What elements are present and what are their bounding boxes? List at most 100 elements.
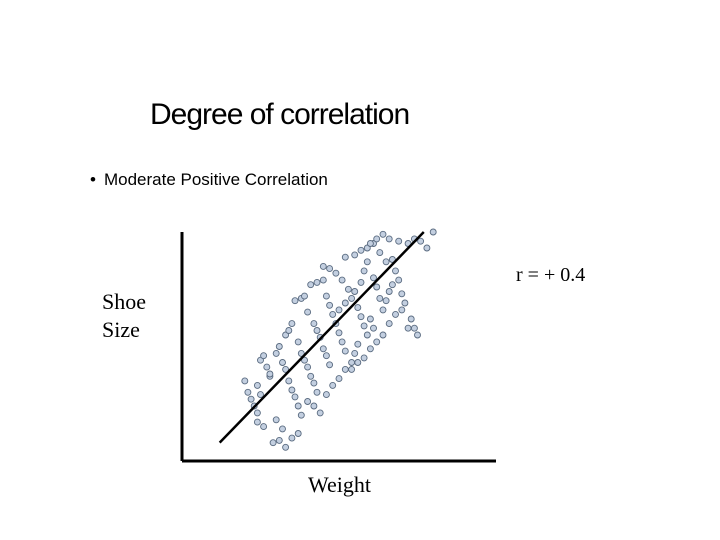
- scatter-point: [366, 345, 374, 353]
- scatter-point: [354, 340, 362, 348]
- scatter-point: [319, 276, 327, 284]
- slide-title: Degree of correlation: [150, 98, 410, 131]
- scatter-point: [335, 375, 343, 383]
- scatter-point: [291, 297, 299, 305]
- scatter-point: [282, 365, 290, 373]
- points-layer: [241, 228, 437, 451]
- scatter-point: [370, 274, 377, 282]
- scatter-point: [392, 267, 399, 275]
- scatter-point: [341, 347, 349, 355]
- scatter-point: [370, 324, 377, 332]
- scatter-point: [269, 439, 277, 447]
- scatter-point: [388, 281, 396, 289]
- scatter-point: [326, 361, 334, 369]
- scatter-point: [423, 244, 431, 252]
- scatter-point: [410, 324, 418, 332]
- scatter-point: [263, 363, 271, 371]
- scatter-point: [357, 246, 365, 254]
- bullet-dot-icon: •: [90, 170, 96, 189]
- scatter-point: [326, 301, 334, 309]
- scatter-point: [253, 381, 261, 389]
- scatter-point: [392, 310, 399, 318]
- scatter-point: [316, 409, 324, 417]
- scatter-point: [313, 327, 321, 334]
- scatter-point: [304, 308, 312, 316]
- scatter-point: [382, 297, 390, 305]
- scatter-point: [341, 253, 349, 261]
- scatter-point: [313, 388, 321, 396]
- scatter-point: [257, 391, 264, 399]
- scatter-point: [253, 409, 261, 417]
- scatter-point: [260, 352, 268, 360]
- scatter-point: [360, 267, 368, 275]
- scatter-point: [351, 349, 359, 357]
- scatter-point: [366, 240, 374, 247]
- scatter-point: [297, 411, 305, 419]
- scatter-point: [373, 283, 381, 291]
- scatter-point: [285, 377, 293, 385]
- scatter-point: [304, 398, 312, 405]
- scatter-point: [373, 338, 381, 346]
- scatter-point: [395, 237, 403, 245]
- scatter-point: [360, 354, 368, 362]
- x-axis-label: Weight: [308, 472, 371, 497]
- scatter-point: [348, 365, 356, 373]
- scatter-point: [310, 402, 318, 410]
- scatter-point: [275, 343, 283, 350]
- scatter-point: [326, 265, 334, 273]
- scatter-point: [429, 228, 437, 236]
- scatter-point: [244, 388, 252, 396]
- scatter-point: [279, 425, 286, 433]
- scatter-point: [282, 443, 290, 451]
- scatter-point: [385, 320, 393, 328]
- scatter-point: [310, 379, 318, 387]
- scatter-point: [335, 306, 343, 314]
- scatter-point: [398, 290, 406, 298]
- scatter-point: [363, 258, 371, 266]
- scatter-point: [376, 294, 384, 302]
- scatter-point: [266, 370, 274, 378]
- scatter-point: [379, 331, 387, 339]
- scatter-point: [322, 352, 330, 360]
- scatter-point: [344, 285, 352, 293]
- scatter-point: [275, 436, 283, 444]
- scatter-point: [382, 258, 390, 266]
- scatter-point: [348, 359, 356, 366]
- scatter-point: [414, 331, 421, 339]
- scatter-point: [297, 349, 305, 357]
- scatter-point: [319, 262, 327, 270]
- correlation-annotation: r = + 0.4: [516, 264, 586, 286]
- scatter-point: [332, 269, 340, 277]
- scatter-point: [417, 237, 425, 245]
- scatter-point: [351, 288, 359, 295]
- scatter-point: [241, 377, 249, 385]
- scatter-point: [335, 329, 343, 337]
- scatter-point: [247, 395, 255, 403]
- scatter-point: [307, 281, 315, 289]
- scatter-point: [401, 299, 409, 307]
- scatter-point: [288, 386, 296, 394]
- scatter-point: [307, 372, 315, 380]
- scatter-point: [395, 276, 403, 284]
- scatter-point: [338, 276, 346, 284]
- scatter-point: [322, 391, 330, 399]
- scatter-point: [310, 320, 318, 328]
- scatter-point: [404, 324, 412, 332]
- scatter-point: [407, 315, 415, 323]
- scatter-point: [341, 365, 349, 373]
- scatter-point: [260, 423, 268, 431]
- scatter-point: [354, 304, 362, 312]
- scatter-point: [357, 278, 365, 286]
- scatter-point: [363, 331, 371, 339]
- scatter-point: [322, 292, 330, 300]
- scatter-point: [376, 249, 384, 257]
- scatter-point: [354, 359, 362, 366]
- scatter-point: [379, 306, 387, 314]
- scatter-point: [366, 315, 374, 323]
- scatter-point: [329, 310, 337, 318]
- scatter-point: [385, 235, 393, 243]
- scatter-point: [301, 292, 308, 300]
- scatter-point: [385, 288, 393, 295]
- scatter-point: [304, 363, 312, 371]
